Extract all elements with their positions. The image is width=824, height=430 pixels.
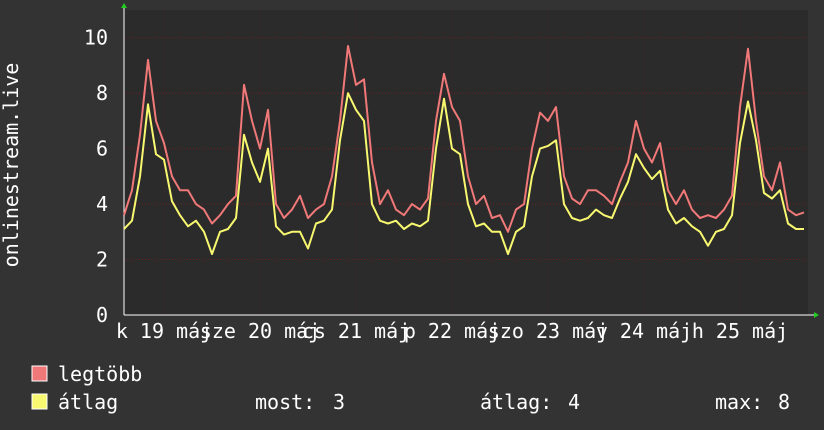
y-tick-label: 4: [96, 192, 108, 216]
stat-label: átlag:: [480, 390, 552, 414]
series-line: [123, 45, 805, 233]
stat-value: 8: [778, 390, 790, 414]
legend-label: átlag: [58, 390, 118, 414]
x-tick-label: p 22 máj: [404, 319, 500, 343]
y-tick-label: 2: [96, 248, 108, 272]
x-tick-label: k 19 máj: [116, 319, 212, 343]
axis-arrow: [121, 3, 127, 8]
stat-label: max:: [715, 390, 763, 414]
x-tick-label: v 24 máj: [596, 319, 692, 343]
x-tick-label: szo 23 máj: [488, 319, 608, 343]
x-tick-label: cs 21 máj: [302, 319, 410, 343]
x-tick-label: h 25 máj: [692, 319, 788, 343]
stat-label: most:: [255, 390, 315, 414]
axis-arrow: [814, 312, 819, 318]
stat-value: 4: [568, 390, 580, 414]
y-tick-label: 8: [96, 81, 108, 105]
series-line: [123, 92, 804, 255]
y-axis-label: onlinestream.live: [0, 63, 23, 268]
y-tick-label: 0: [96, 303, 108, 327]
legend-swatch: [31, 365, 48, 382]
legend-label: legtöbb: [58, 362, 142, 386]
y-tick-label: 6: [96, 137, 108, 161]
y-tick-label: 10: [84, 26, 108, 50]
legend-swatch: [31, 393, 48, 410]
stat-value: 3: [333, 390, 345, 414]
x-tick-label: sze 20 máj: [200, 319, 320, 343]
